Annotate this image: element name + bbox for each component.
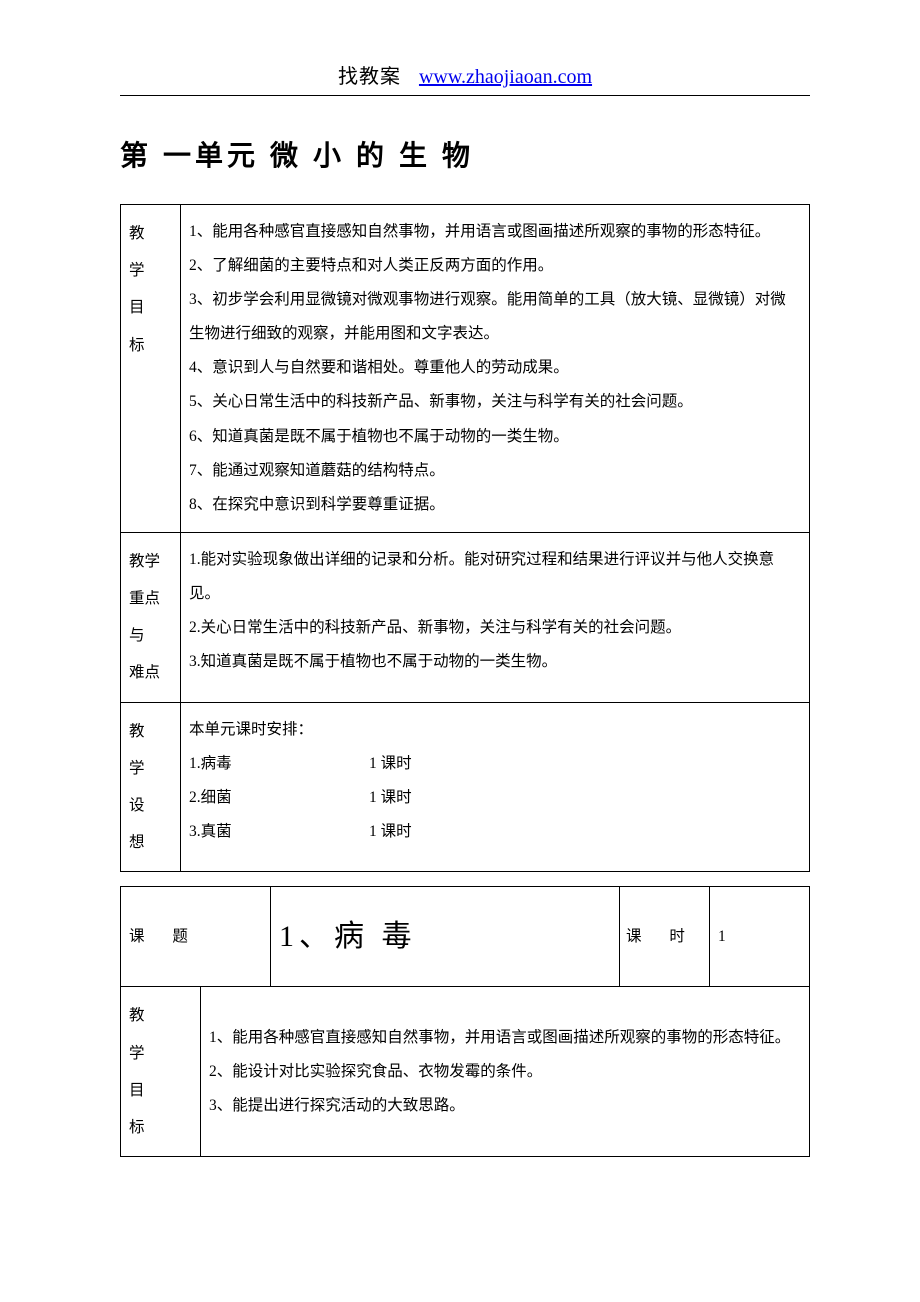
table-row: 教 学 目 标 1、能用各种感官直接感知自然事物，并用语言或图画描述所观察的事物… <box>121 987 810 1157</box>
topic-label-cell: 课 题 <box>121 887 271 987</box>
goal-item: 2、了解细菌的主要特点和对人类正反两方面的作用。 <box>189 249 801 283</box>
label-char: 目 <box>129 289 172 326</box>
goal-item: 3、初步学会利用显微镜对微观事物进行观察。能用简单的工具（放大镜、显微镜）对微生… <box>189 283 801 351</box>
topic-value-cell: 1、病 毒 <box>271 887 620 987</box>
keypoint-item: 3.知道真菌是既不属于植物也不属于动物的一类生物。 <box>189 645 801 679</box>
lesson-title: 1、病 毒 <box>279 920 417 953</box>
label-char: 教 <box>129 713 172 750</box>
goal-item: 5、关心日常生活中的科技新产品、新事物，关注与科学有关的社会问题。 <box>189 385 801 419</box>
label-char: 想 <box>129 824 172 861</box>
table-row: 教 学 目 标 1、能用各种感官直接感知自然事物，并用语言或图画描述所观察的事物… <box>121 205 810 533</box>
keypoints-content-cell: 1.能对实验现象做出详细的记录和分析。能对研究过程和结果进行评议并与他人交换意见… <box>181 532 810 702</box>
unit-overview-table: 教 学 目 标 1、能用各种感官直接感知自然事物，并用语言或图画描述所观察的事物… <box>120 204 810 872</box>
schedule-name: 1.病毒 <box>189 747 369 781</box>
label-char: 学 <box>129 252 172 289</box>
lesson-goals-content-cell: 1、能用各种感官直接感知自然事物，并用语言或图画描述所观察的事物的形态特征。 2… <box>201 987 810 1157</box>
hours-label-cell: 课 时 <box>620 887 710 987</box>
page-header: 找教案 www.zhaojiaoan.com <box>120 60 810 89</box>
lesson-goal-item: 2、能设计对比实验探究食品、衣物发霉的条件。 <box>209 1055 801 1089</box>
plan-intro: 本单元课时安排： <box>189 713 801 747</box>
lesson-table: 课 题 1、病 毒 课 时 1 教 学 目 标 1、能用各种感官直接感知自然事物… <box>120 886 810 1157</box>
goal-item: 4、意识到人与自然要和谐相处。尊重他人的劳动成果。 <box>189 351 801 385</box>
lesson-goals-label-cell: 教 学 目 标 <box>121 987 201 1157</box>
label-char: 与 <box>129 617 172 654</box>
goal-item: 6、知道真菌是既不属于植物也不属于动物的一类生物。 <box>189 420 801 454</box>
schedule-name: 3.真菌 <box>189 815 369 849</box>
label-char: 难点 <box>129 654 172 691</box>
label-char: 教 <box>129 215 172 252</box>
schedule-hours: 1 课时 <box>369 815 412 849</box>
table-row: 课 题 1、病 毒 课 时 1 <box>121 887 810 987</box>
goal-item: 7、能通过观察知道蘑菇的结构特点。 <box>189 454 801 488</box>
goals-content-cell: 1、能用各种感官直接感知自然事物，并用语言或图画描述所观察的事物的形态特征。 2… <box>181 205 810 533</box>
goal-item: 8、在探究中意识到科学要尊重证据。 <box>189 488 801 522</box>
schedule-hours: 1 课时 <box>369 781 412 815</box>
label-char: 标 <box>129 327 172 364</box>
label-char: 学 <box>129 750 172 787</box>
label-char: 教学 <box>129 543 172 580</box>
schedule-name: 2.细菌 <box>189 781 369 815</box>
unit-title: 第 一单元 微 小 的 生 物 <box>120 134 810 174</box>
schedule-row: 1.病毒 1 课时 <box>189 747 801 781</box>
keypoint-item: 2.关心日常生活中的科技新产品、新事物，关注与科学有关的社会问题。 <box>189 611 801 645</box>
keypoint-item: 1.能对实验现象做出详细的记录和分析。能对研究过程和结果进行评议并与他人交换意见… <box>189 543 801 611</box>
label-char: 目 <box>129 1072 192 1109</box>
hours-value-cell: 1 <box>710 887 810 987</box>
schedule-row: 2.细菌 1 课时 <box>189 781 801 815</box>
site-url-link[interactable]: www.zhaojiaoan.com <box>419 66 592 88</box>
label-char: 设 <box>129 787 172 824</box>
plan-content-cell: 本单元课时安排： 1.病毒 1 课时 2.细菌 1 课时 3.真菌 1 课时 <box>181 702 810 872</box>
goals-label-cell: 教 学 目 标 <box>121 205 181 533</box>
keypoints-label-cell: 教学 重点 与 难点 <box>121 532 181 702</box>
label-char: 重点 <box>129 580 172 617</box>
schedule-row: 3.真菌 1 课时 <box>189 815 801 849</box>
lesson-goal-item: 1、能用各种感官直接感知自然事物，并用语言或图画描述所观察的事物的形态特征。 <box>209 1021 801 1055</box>
label-char: 教 <box>129 997 192 1034</box>
label-char: 标 <box>129 1109 192 1146</box>
header-divider <box>120 95 810 96</box>
label-char: 学 <box>129 1035 192 1072</box>
site-name: 找教案 <box>338 66 401 88</box>
schedule-hours: 1 课时 <box>369 747 412 781</box>
table-row: 教学 重点 与 难点 1.能对实验现象做出详细的记录和分析。能对研究过程和结果进… <box>121 532 810 702</box>
plan-label-cell: 教 学 设 想 <box>121 702 181 872</box>
goal-item: 1、能用各种感官直接感知自然事物，并用语言或图画描述所观察的事物的形态特征。 <box>189 215 801 249</box>
table-row: 教 学 设 想 本单元课时安排： 1.病毒 1 课时 2.细菌 1 课时 3.真… <box>121 702 810 872</box>
lesson-goal-item: 3、能提出进行探究活动的大致思路。 <box>209 1089 801 1123</box>
